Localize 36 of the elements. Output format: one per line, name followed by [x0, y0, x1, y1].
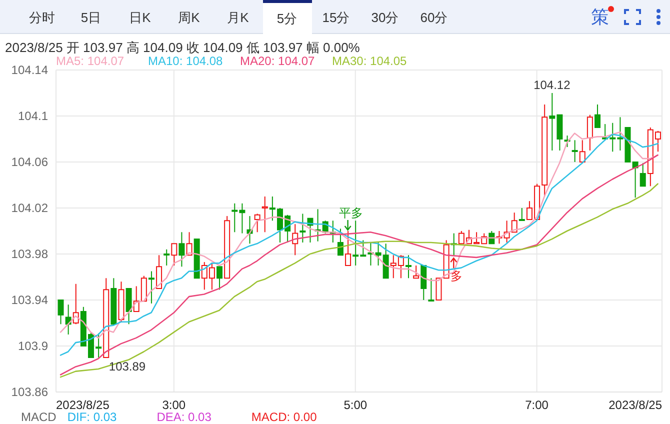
category-label: 周K	[178, 9, 200, 27]
category-label: 5日	[80, 9, 102, 27]
y-tick-label: 103.98	[11, 247, 48, 261]
text: MA20: 104.07	[240, 54, 315, 68]
text: MA10: 104.08	[148, 54, 223, 68]
category-label: 15分	[322, 9, 350, 27]
legend-label: MACD: 0.00	[251, 410, 317, 424]
category-label: 分时	[29, 9, 55, 27]
x-tick-label: 2023/8/25	[608, 398, 662, 412]
y-tick-label: 103.86	[11, 385, 48, 399]
y-tick-label: 104.06	[11, 155, 48, 169]
chart-subtitle: 2023/8/25 开 103.97 高 104.09 收 104.09 低 103.97 幅 0.00%	[5, 40, 360, 55]
text: 策	[591, 6, 609, 26]
y-tick-label: 104.02	[11, 201, 48, 215]
category-label: 5分	[276, 10, 298, 28]
y-tick-label: 103.94	[11, 293, 48, 307]
y-tick-label: 104.14	[11, 63, 48, 77]
annotation: 104.12	[534, 78, 571, 92]
category-label: 30分	[371, 9, 399, 27]
category-label: 60分	[420, 9, 448, 27]
x-tick-label: 3:00	[162, 398, 186, 412]
x-tick-label: 5:00	[344, 398, 368, 412]
text: MACD	[21, 410, 56, 424]
annotation: 多	[450, 269, 463, 284]
x-tick-label: 2023/8/25	[56, 398, 110, 412]
category-label: 日K	[129, 9, 151, 27]
x-tick-label: 7:00	[525, 398, 549, 412]
text: MA5: 104.07	[56, 54, 124, 68]
legend-label: DEA: 0.03	[156, 410, 212, 424]
category-label: 月K	[227, 9, 249, 27]
legend-label: DIF: 0.03	[67, 410, 117, 424]
text: MA30: 104.05	[332, 54, 407, 68]
y-tick-label: 104.1	[18, 109, 48, 123]
annotation: 103.89	[108, 360, 146, 374]
annotation: 平多	[338, 206, 363, 220]
y-tick-label: 103.9	[18, 339, 48, 353]
